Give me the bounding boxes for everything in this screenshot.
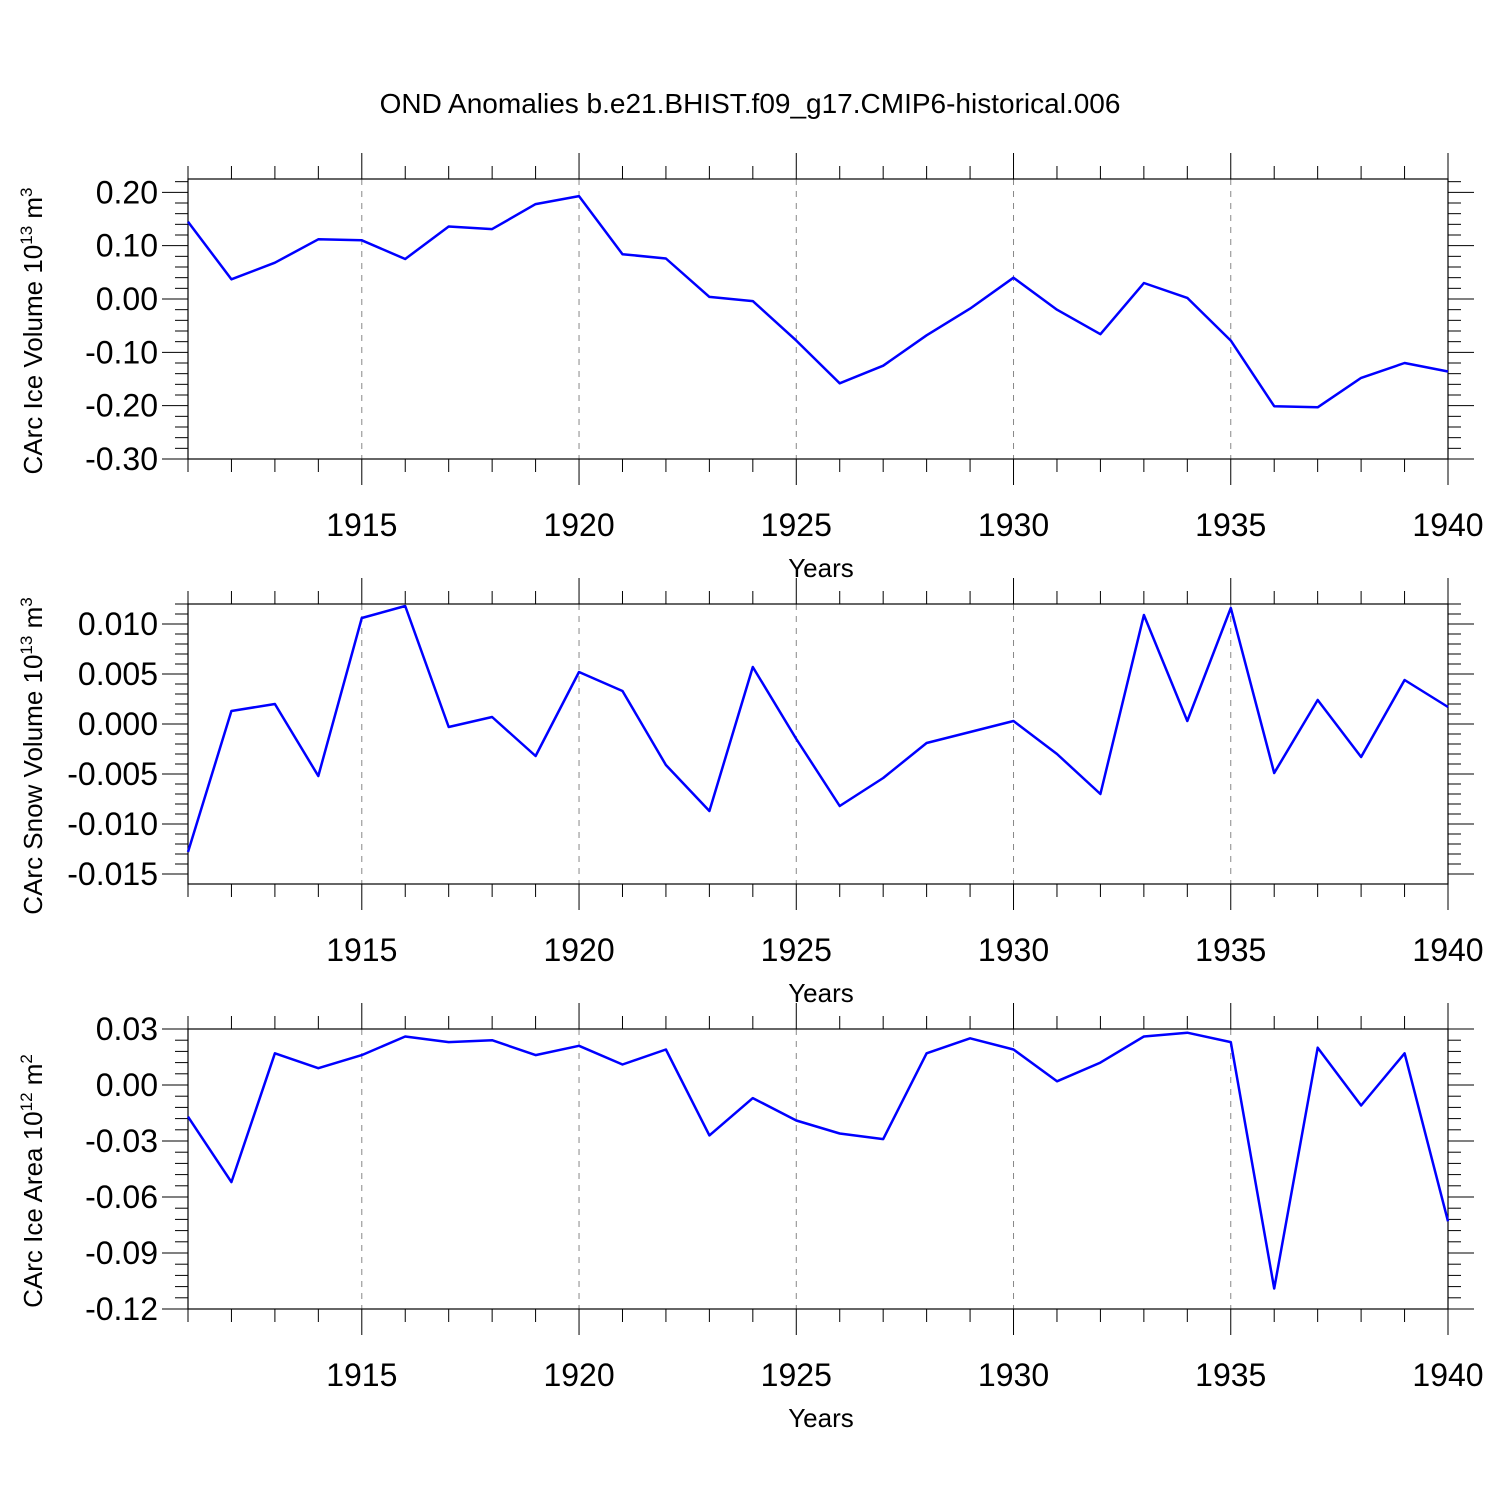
x-tick-label: 1940 [1412, 1357, 1483, 1393]
x-tick-label: 1940 [1412, 507, 1483, 543]
x-tick-label: 1925 [761, 507, 832, 543]
x-tick-label: 1935 [1195, 507, 1266, 543]
series-line [186, 1031, 1450, 1290]
y-tick-label: 0.005 [78, 656, 158, 692]
x-tick-label: 1920 [543, 507, 614, 543]
series-line [186, 604, 1449, 853]
x-tick-label: 1920 [543, 932, 614, 968]
y-tick-label: -0.03 [85, 1123, 158, 1159]
x-tick-label: 1920 [543, 1357, 614, 1393]
x-tick-label: 1925 [761, 1357, 832, 1393]
y-tick-label: 0.010 [78, 606, 158, 642]
y-tick-label: -0.30 [85, 441, 158, 477]
y-tick-label: -0.005 [67, 756, 158, 792]
figure-title: OND Anomalies b.e21.BHIST.f09_g17.CMIP6-… [379, 88, 1121, 119]
chart-panel-1: 0.20 0.10 0.00 -0.10 -0.20 -0.30 1915 1920 1925 1… [17, 153, 1484, 583]
x-tick-label: 1915 [326, 507, 397, 543]
x-tick-label: 1930 [978, 507, 1049, 543]
chart-panel-2: 0.010 0.005 0.000 -0.005 -0.010 -0.015 1915 192… [17, 578, 1484, 1008]
y-tick-label: 0.03 [96, 1011, 158, 1047]
y-tick-label: -0.010 [67, 806, 158, 842]
y-axis-label: CArc Ice Volume 1013 m3 [17, 187, 48, 474]
y-tick-label: 0.10 [96, 228, 158, 264]
x-tick-label: 1935 [1195, 932, 1266, 968]
y-axis-label: CArc Snow Volume 1013 m3 [17, 597, 48, 914]
y-tick-label: 0.20 [96, 174, 158, 210]
plot-frame [187, 603, 1449, 885]
x-tick-label: 1930 [978, 1357, 1049, 1393]
x-axis-label: Years [788, 978, 854, 1008]
y-tick-label: -0.10 [85, 334, 158, 370]
y-tick-label: -0.12 [85, 1291, 158, 1327]
y-axis-label: CArc Ice Area 1012 m2 [17, 1054, 48, 1308]
x-tick-label: 1930 [978, 932, 1049, 968]
x-axis-label: Years [788, 1403, 854, 1433]
plot-frame [187, 178, 1449, 460]
x-tick-label: 1915 [326, 932, 397, 968]
chart-panel-3: 0.03 0.00 -0.03 -0.06 -0.09 -0.12 1915 1920 1925… [17, 1003, 1484, 1433]
x-tick-label: 1940 [1412, 932, 1483, 968]
y-tick-label: -0.015 [67, 856, 158, 892]
plot-frame [187, 1028, 1449, 1310]
x-axis-label: Years [788, 553, 854, 583]
series-line [187, 194, 1449, 409]
y-tick-label: 0.000 [78, 706, 158, 742]
x-tick-label: 1935 [1195, 1357, 1266, 1393]
y-tick-label: -0.20 [85, 388, 158, 424]
y-tick-label: -0.06 [85, 1179, 158, 1215]
x-tick-label: 1915 [326, 1357, 397, 1393]
x-tick-label: 1925 [761, 932, 832, 968]
y-tick-label: -0.09 [85, 1235, 158, 1271]
y-tick-label: 0.00 [96, 1067, 158, 1103]
y-tick-label: 0.00 [96, 281, 158, 317]
